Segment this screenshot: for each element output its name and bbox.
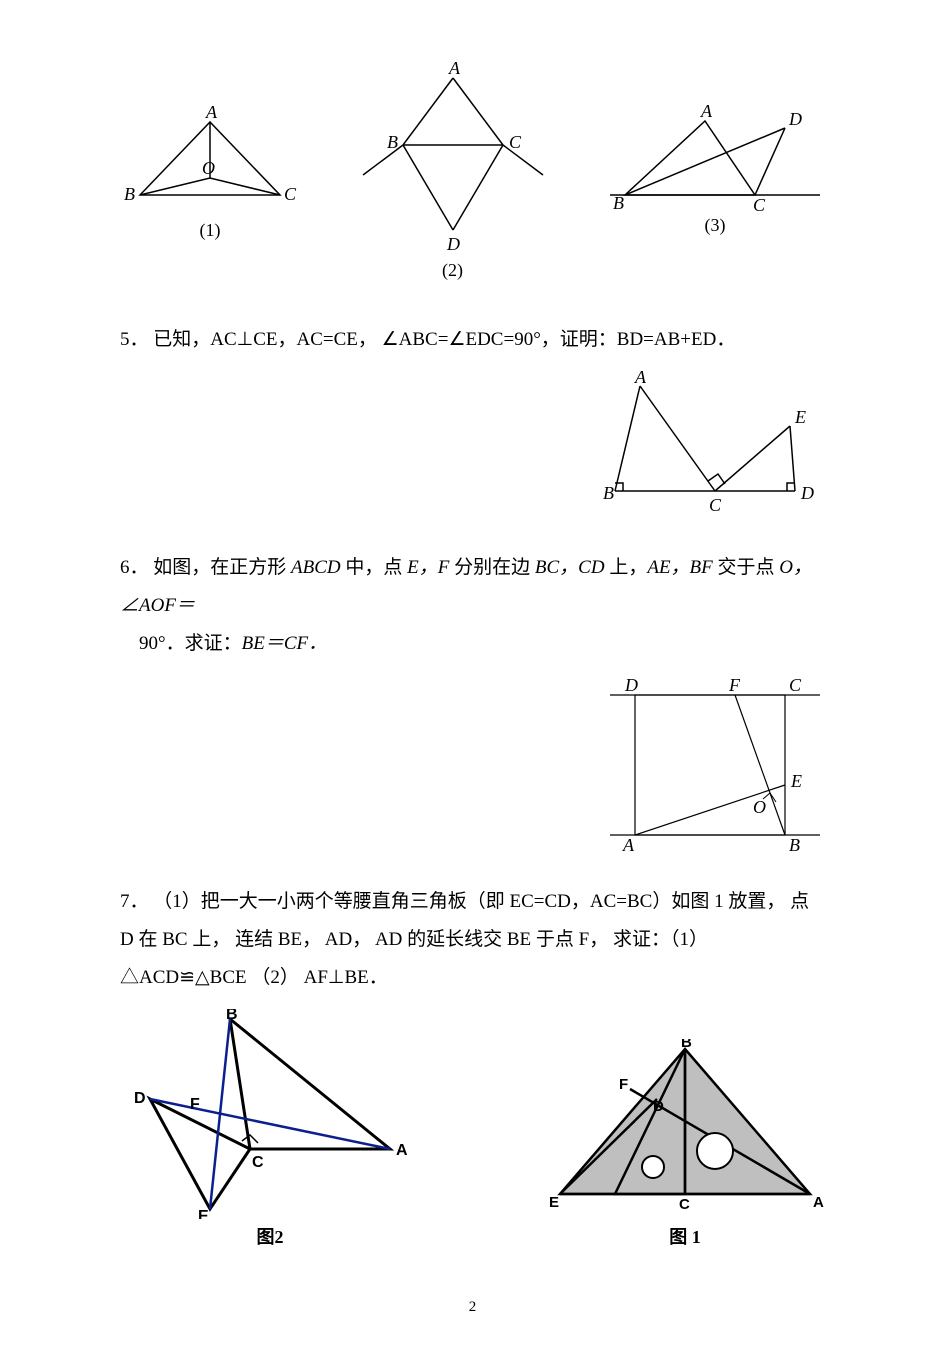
p7-fig2: B A C D E F (120, 1009, 420, 1219)
problem-6: 6． 如图，在正方形 ABCD 中，点 E，F 分别在边 BC，CD 上，AE，… (120, 549, 825, 663)
page-number: 2 (120, 1299, 825, 1316)
fig3-label-A: A (700, 105, 713, 121)
p5-label-A: A (634, 371, 647, 387)
p6-t2: 中，点 (341, 557, 408, 578)
page: A B C O (1) A B C (0, 0, 945, 1356)
p7f1-label-C: C (679, 1196, 690, 1213)
fig3-label-D: D (788, 109, 802, 129)
p7f2-label-C: C (252, 1154, 264, 1171)
figure-3-block: A B C D (3) (605, 105, 825, 236)
p5-text: 已知，AC⊥CE，AC=CE， ∠ABC=∠EDC=90°，证明：BD=AB+E… (153, 329, 735, 350)
p5-number: 5． (120, 329, 149, 350)
p6-ef: E，F (407, 557, 449, 578)
p5-figure-wrap: A B C D E (120, 371, 825, 521)
problem-5: 5． 已知，AC⊥CE，AC=CE， ∠ABC=∠EDC=90°，证明：BD=A… (120, 321, 825, 359)
figure-2-block: A B C D (2) (353, 60, 553, 281)
p7-fig2-caption: 图2 (120, 1223, 420, 1249)
fig3-label-B: B (613, 193, 624, 213)
p6-label-C: C (789, 675, 802, 695)
p7f2-label-D: D (134, 1090, 146, 1107)
p6-label-O: O (753, 797, 766, 817)
p6-t4: 上， (605, 557, 648, 578)
fig2-label-D: D (446, 234, 460, 254)
p6-label-F: F (728, 675, 741, 695)
p6-label-B: B (789, 835, 800, 855)
p6-abcd: ABCD (291, 557, 341, 578)
figure-1-block: A B C O (1) (120, 100, 300, 241)
problem-7: 7． （1）把一大一小两个等腰直角三角板（即 EC=CD，AC=BC）如图 1 … (120, 883, 825, 997)
fig1-label-A: A (205, 102, 218, 122)
p7f1-label-B: B (681, 1039, 692, 1051)
p6-label-E: E (790, 771, 802, 791)
figure-2-svg: A B C D (353, 60, 553, 260)
p7-figures: B A C D E F 图2 (120, 1009, 825, 1249)
p6-label-A: A (622, 835, 635, 855)
p5-label-C: C (709, 495, 722, 515)
p5-figure: A B C D E (595, 371, 825, 521)
p7-text: （1）把一大一小两个等腰直角三角板（即 EC=CD，AC=BC）如图 1 放置，… (120, 891, 809, 988)
p7f2-label-F: F (190, 1096, 200, 1113)
p7f1-label-E: E (549, 1194, 559, 1211)
p7-fig2-block: B A C D E F 图2 (120, 1009, 420, 1249)
p5-label-B: B (603, 483, 614, 503)
fig2-label-B: B (387, 132, 398, 152)
fig1-caption: (1) (120, 220, 300, 241)
fig1-label-C: C (284, 184, 297, 204)
p6-bccd: BC，CD (535, 557, 605, 578)
p6-figure-wrap: D C A B F E O (120, 675, 825, 855)
fig3-caption: (3) (605, 215, 825, 236)
p7f2-label-E: E (198, 1208, 209, 1219)
p6-number: 6． (120, 557, 149, 578)
fig1-label-B: B (124, 184, 135, 204)
figure-3-svg: A B C D (605, 105, 825, 215)
p7f2-label-B: B (226, 1009, 238, 1023)
p6-l2a: 90°．求证： (139, 633, 242, 654)
p7-number: 7． (120, 891, 149, 912)
p7f1-label-A: A (813, 1194, 824, 1211)
p6-label-D: D (624, 675, 638, 695)
fig2-caption: (2) (353, 260, 553, 281)
figure-1-svg: A B C O (120, 100, 300, 220)
fig1-label-O: O (202, 158, 215, 178)
p7-fig1-block: B A C E D F 图 1 (545, 1039, 825, 1249)
p6-t1: 如图，在正方形 (153, 557, 291, 578)
p6-figure: D C A B F E O (605, 675, 825, 855)
p7f1-label-F: F (619, 1076, 628, 1093)
p7-fig1: B A C E D F (545, 1039, 825, 1219)
p6-becf: BE＝CF． (242, 633, 328, 654)
fig2-label-C: C (509, 132, 522, 152)
top-figure-row: A B C O (1) A B C (120, 60, 825, 281)
fig3-label-C: C (753, 195, 766, 215)
p6-o: O (779, 557, 793, 578)
p7f1-label-D: D (653, 1098, 664, 1115)
p6-aebf: AE，BF (647, 557, 712, 578)
p6-t3: 分别在边 (449, 557, 535, 578)
p7f2-label-A: A (396, 1142, 408, 1159)
p5-label-E: E (794, 407, 806, 427)
fig2-label-A: A (448, 60, 461, 78)
p6-t5: 交于点 (713, 557, 780, 578)
p7-fig1-caption: 图 1 (545, 1223, 825, 1249)
p5-label-D: D (800, 483, 814, 503)
